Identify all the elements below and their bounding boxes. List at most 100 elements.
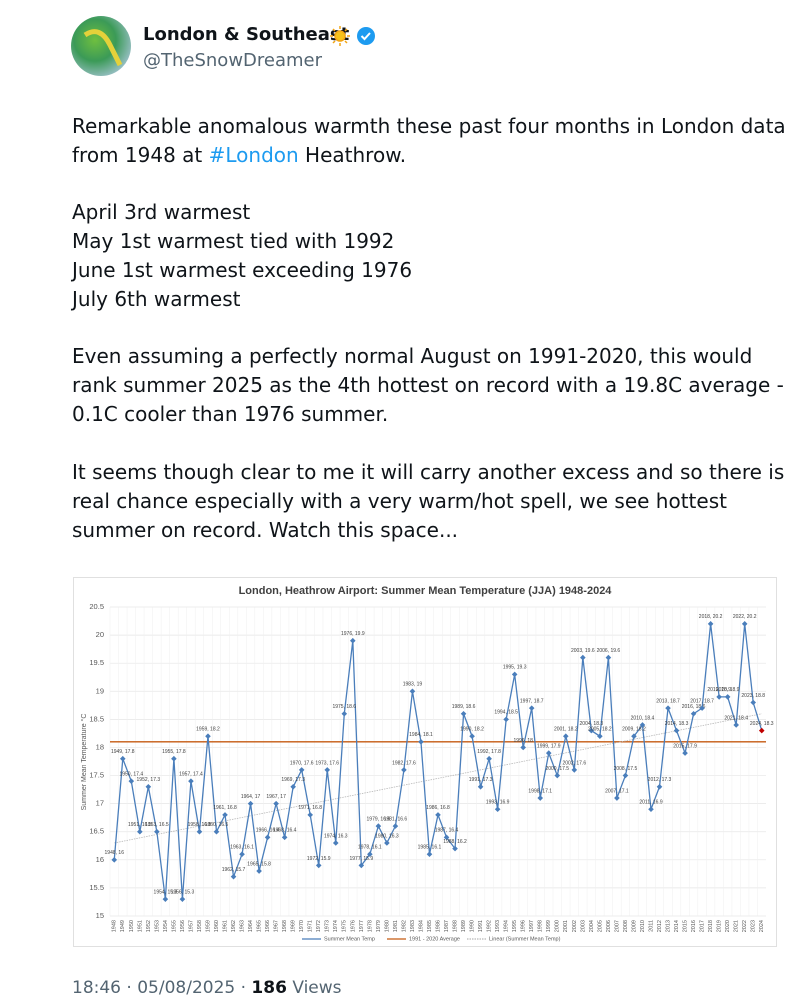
data-label: 2007, 17.1 [605,788,629,794]
time[interactable]: 18:46 [72,978,121,998]
x-tick-label: 1961 [222,920,228,932]
data-label: 1961, 16.8 [213,805,237,811]
x-tick-label: 1963 [240,920,246,932]
x-tick-label: 1958 [197,920,203,932]
author-name[interactable]: London & Southeast [143,24,350,45]
data-label: 1963, 16.1 [230,845,254,851]
data-label: 2019, 18.9 [707,687,731,693]
data-label: 2000, 17.5 [545,766,569,772]
data-label: 2014, 18.3 [665,721,689,727]
x-tick-label: 1978 [367,920,373,932]
y-tick-label: 18 [96,742,104,751]
x-tick-label: 2010 [640,920,646,932]
y-tick-label: 16.5 [89,827,104,836]
x-tick-label: 1948 [112,920,118,932]
x-tick-label: 1962 [231,920,237,932]
data-point [273,800,279,807]
data-label: 2006, 19.6 [597,648,621,654]
x-tick-label: 1960 [214,920,220,932]
data-label: 1983, 19 [403,682,423,688]
author-handle[interactable]: @TheSnowDreamer [143,50,323,71]
data-label: 1979, 16.6 [367,816,391,822]
data-point [699,705,705,711]
data-label: 2023, 18.8 [741,693,765,699]
date[interactable]: 05/08/2025 [137,978,236,998]
data-label: 2018, 20.2 [699,614,723,620]
data-point [605,654,612,661]
x-tick-label: 1955 [171,920,177,932]
data-label: 2024, 18.3 [750,721,774,727]
data-label: 1989, 18.6 [452,704,476,710]
data-label: 1948, 16 [105,850,125,856]
x-tick-label: 1987 [444,920,450,932]
body-line: April 3rd warmest [72,200,251,224]
data-label: 1959, 18.2 [196,727,220,733]
x-tick-label: 2006 [606,920,612,932]
data-point [648,806,654,813]
data-point [673,727,680,734]
hashtag[interactable]: #London [208,143,299,167]
views-label: Views [292,978,342,998]
body-line: Remarkable anomalous warmth these past f… [72,114,786,138]
data-label: 2020, 18.9 [716,687,740,693]
data-label: 1955, 17.8 [162,749,186,755]
data-label: 1977, 15.9 [350,856,374,862]
x-tick-label: 2024 [759,920,765,932]
data-point [290,783,296,790]
footer: 18:46 · 05/08/2025 · 186 Views [72,978,342,998]
data-point [188,778,194,784]
data-point [230,873,237,880]
y-tick-label: 20.5 [89,602,104,611]
data-label: 1985, 16.1 [418,845,442,851]
data-point [418,739,424,745]
view-count: 186 [251,978,287,998]
data-label: 1966, 16.4 [256,828,280,834]
data-label: 1994, 18.5 [494,710,518,716]
data-point [545,750,552,756]
data-point [247,800,254,807]
data-point [145,783,152,790]
data-point [707,621,714,627]
data-point [741,621,748,627]
data-point [750,699,757,706]
data-point [520,744,526,751]
x-tick-label: 1950 [129,920,135,932]
body-line: real chance especially with a very warm/… [72,489,727,513]
data-label: 1965, 15.8 [247,861,271,867]
x-tick-label: 1954 [163,920,169,932]
body-line: It seems though clear to me it will carr… [72,460,787,484]
data-point [222,812,228,818]
data-label: 1991, 17.3 [469,777,493,783]
data-point [341,710,348,717]
data-label: 2015, 17.9 [673,743,697,749]
data-point [758,727,765,734]
x-tick-label: 1967 [274,920,280,932]
x-tick-label: 1957 [188,920,194,932]
data-label: 1972, 15.9 [307,856,331,862]
x-tick-label: 1953 [154,920,160,932]
body-line: from 1948 at #London Heathrow. [72,143,406,167]
x-tick-label: 2016 [691,920,697,932]
data-point [571,767,578,773]
data-point [375,823,382,829]
data-point [724,694,731,700]
y-tick-label: 17 [96,799,104,808]
name-icons [330,26,375,46]
x-tick-label: 2015 [683,920,689,932]
avatar[interactable] [70,15,132,77]
data-label: 1981, 16.6 [384,816,408,822]
data-point [332,840,339,846]
data-label: 1971, 16.8 [298,805,322,811]
data-point [622,772,629,779]
data-label: 1986, 16.8 [426,805,450,811]
data-point [384,840,390,846]
series-line [113,623,763,900]
data-point [614,795,620,801]
body-line: rank summer 2025 as the 4th hottest on r… [72,373,784,397]
x-tick-label: 1994 [504,920,510,932]
x-tick-label: 2003 [580,920,586,932]
data-point [426,851,433,857]
data-label: 2011, 16.9 [639,800,662,806]
data-label: 1988, 16.2 [443,839,467,845]
data-point [350,637,356,644]
